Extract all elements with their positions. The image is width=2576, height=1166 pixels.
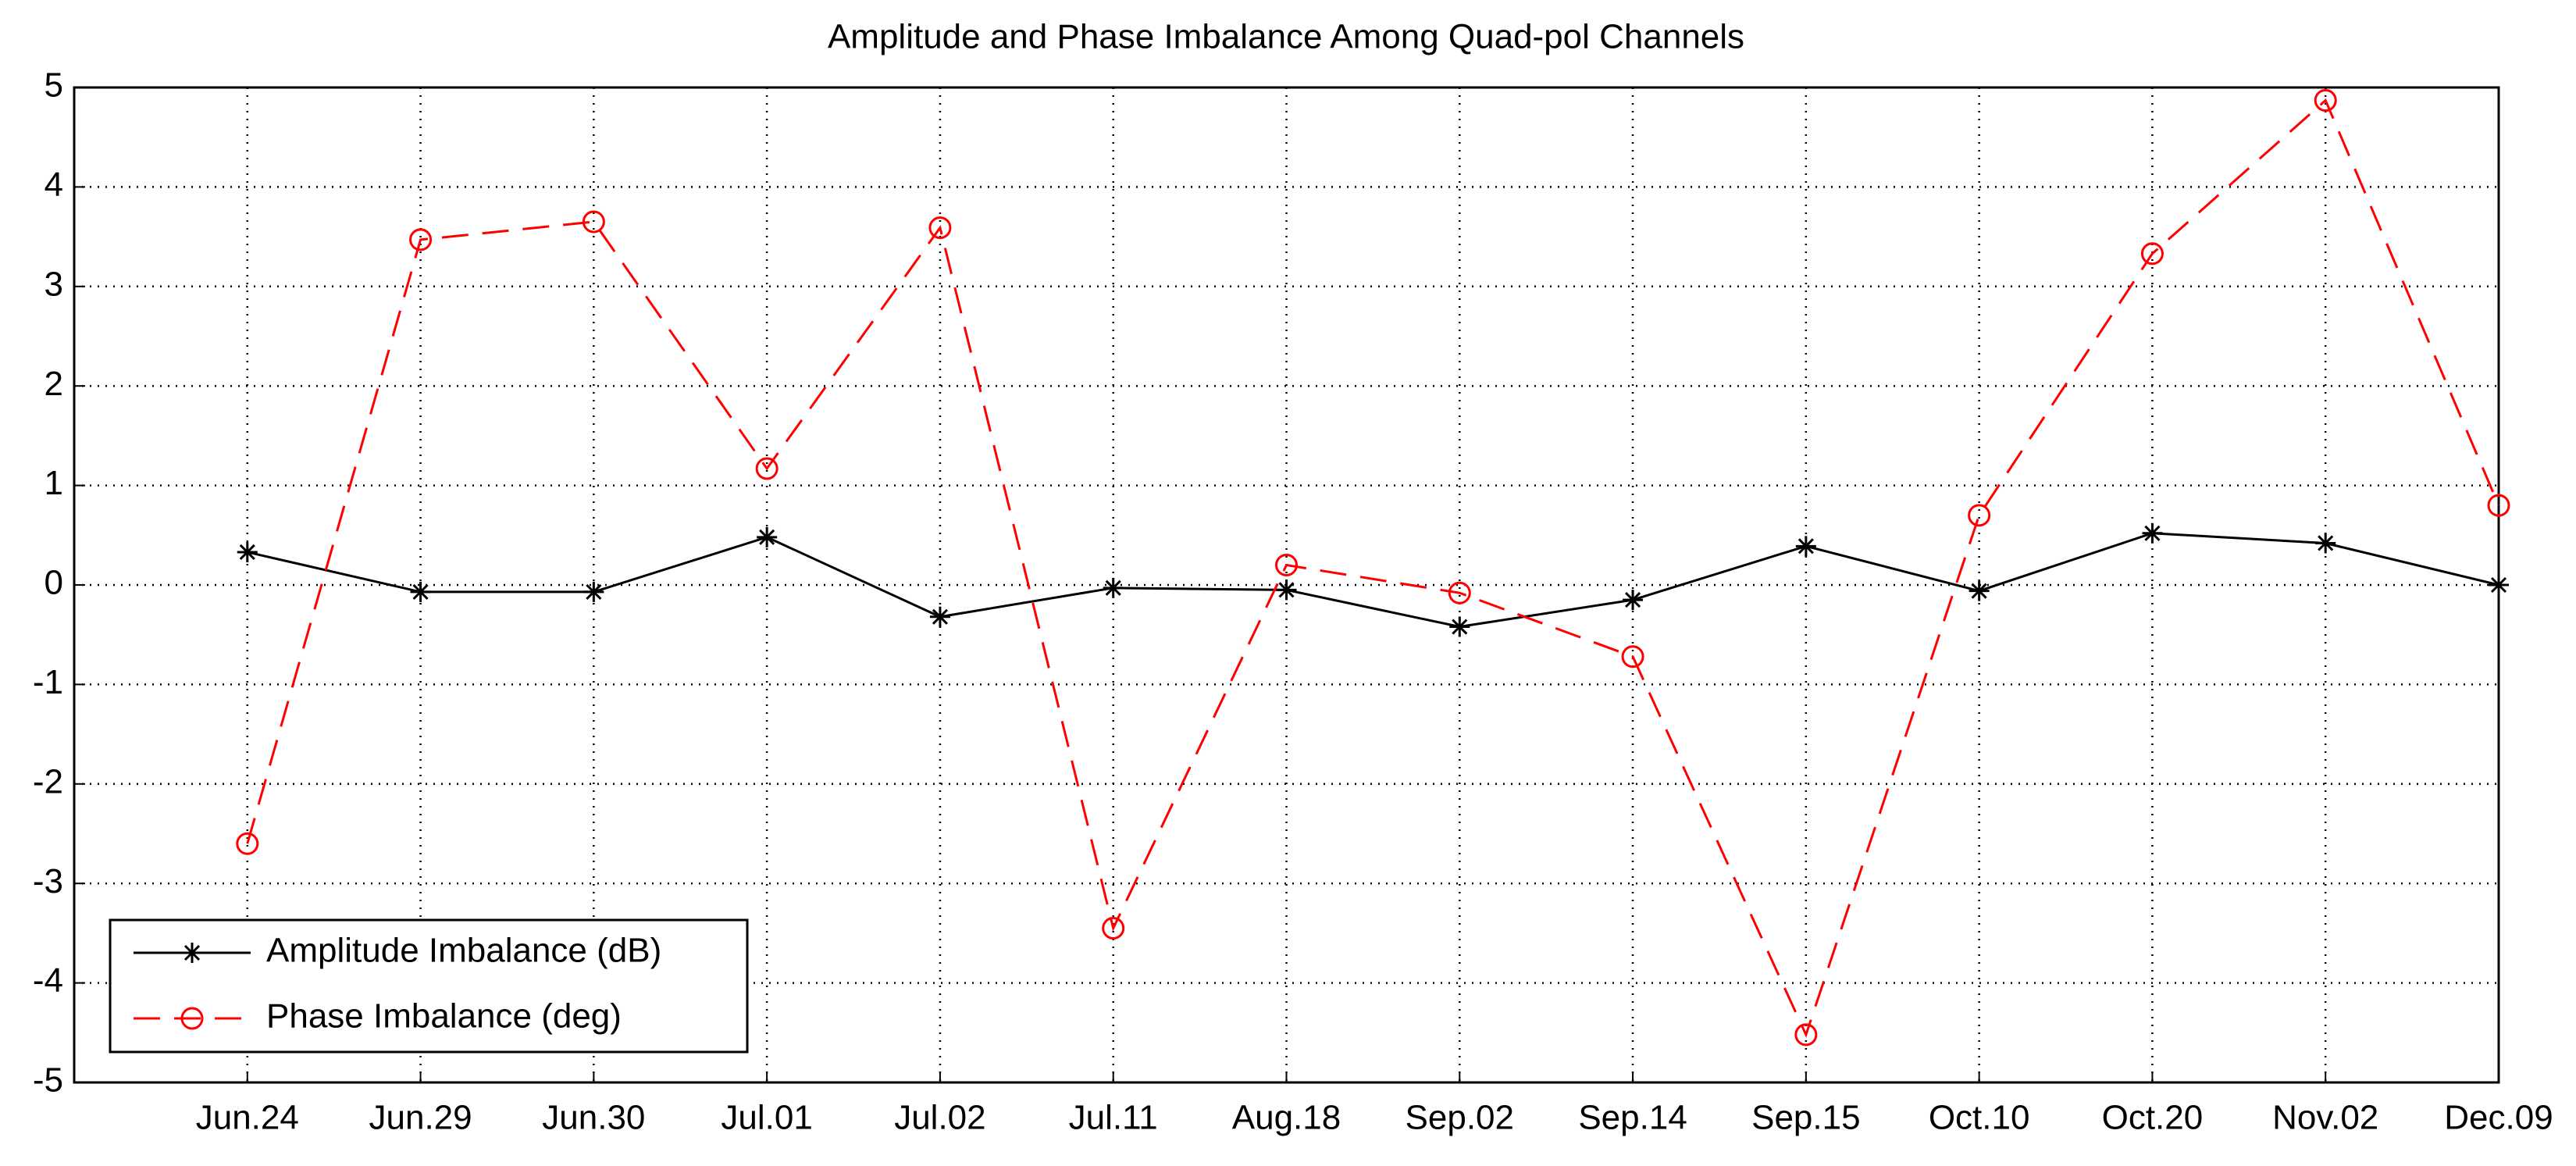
marker [2142,522,2163,544]
marker [2489,575,2509,595]
marker [2314,89,2337,112]
x-tick-label: Sep.15 [1751,1099,1860,1137]
y-tick-label: -1 [33,663,63,701]
marker [755,457,779,480]
marker [929,606,950,627]
y-tick-label: 5 [45,66,63,105]
marker [2315,533,2336,554]
series-line [246,98,2500,1038]
marker [1103,577,1124,598]
marker [410,581,431,602]
x-tick-label: Jul.02 [894,1099,985,1137]
x-tick-label: Sep.14 [1578,1099,1687,1137]
marker [582,210,605,234]
marker [1623,590,1644,611]
y-tick-label: -5 [33,1061,63,1100]
marker [409,228,433,251]
marker [1102,917,1125,940]
x-tick-label: Jul.01 [721,1099,812,1137]
y-tick-label: -2 [33,762,63,801]
legend-label: Phase Imbalance (deg) [266,997,622,1036]
y-tick-label: -3 [33,862,63,900]
y-tick-label: 3 [45,265,63,303]
legend-label: Amplitude Imbalance (dB) [266,932,661,970]
marker [1448,581,1471,604]
x-tick-label: Jun.30 [542,1099,645,1137]
x-tick-label: Aug.18 [1232,1099,1341,1137]
marker [1621,645,1644,669]
y-tick-label: -4 [33,961,63,1000]
marker [182,943,202,963]
x-tick-label: Dec.09 [2444,1099,2553,1137]
marker [237,541,258,562]
marker [1969,580,1990,601]
y-tick-label: 1 [45,464,63,502]
marker [1795,536,1816,557]
legend-box [109,918,749,1054]
marker [757,526,778,547]
marker [2140,242,2164,266]
marker [1794,1023,1818,1047]
marker [1276,579,1297,601]
x-tick-label: Jul.11 [1069,1099,1158,1137]
chart-title: Amplitude and Phase Imbalance Among Quad… [828,18,1744,56]
marker [928,216,952,240]
marker [1968,504,1991,527]
x-tick-label: Oct.10 [1929,1099,2030,1137]
marker [583,581,604,602]
marker [236,832,259,855]
marker [2487,494,2510,517]
x-tick-label: Nov.02 [2272,1099,2378,1137]
x-tick-label: Oct.20 [2102,1099,2204,1137]
x-tick-label: Sep.02 [1406,1099,1514,1137]
x-tick-label: Jun.29 [369,1099,472,1137]
y-tick-label: 4 [45,166,63,204]
marker [180,1007,204,1030]
marker [1449,616,1470,637]
y-tick-label: 2 [45,365,63,403]
x-tick-label: Jun.24 [196,1099,299,1137]
y-tick-label: 0 [45,564,63,602]
marker [1275,554,1298,577]
series-line [247,532,2499,629]
